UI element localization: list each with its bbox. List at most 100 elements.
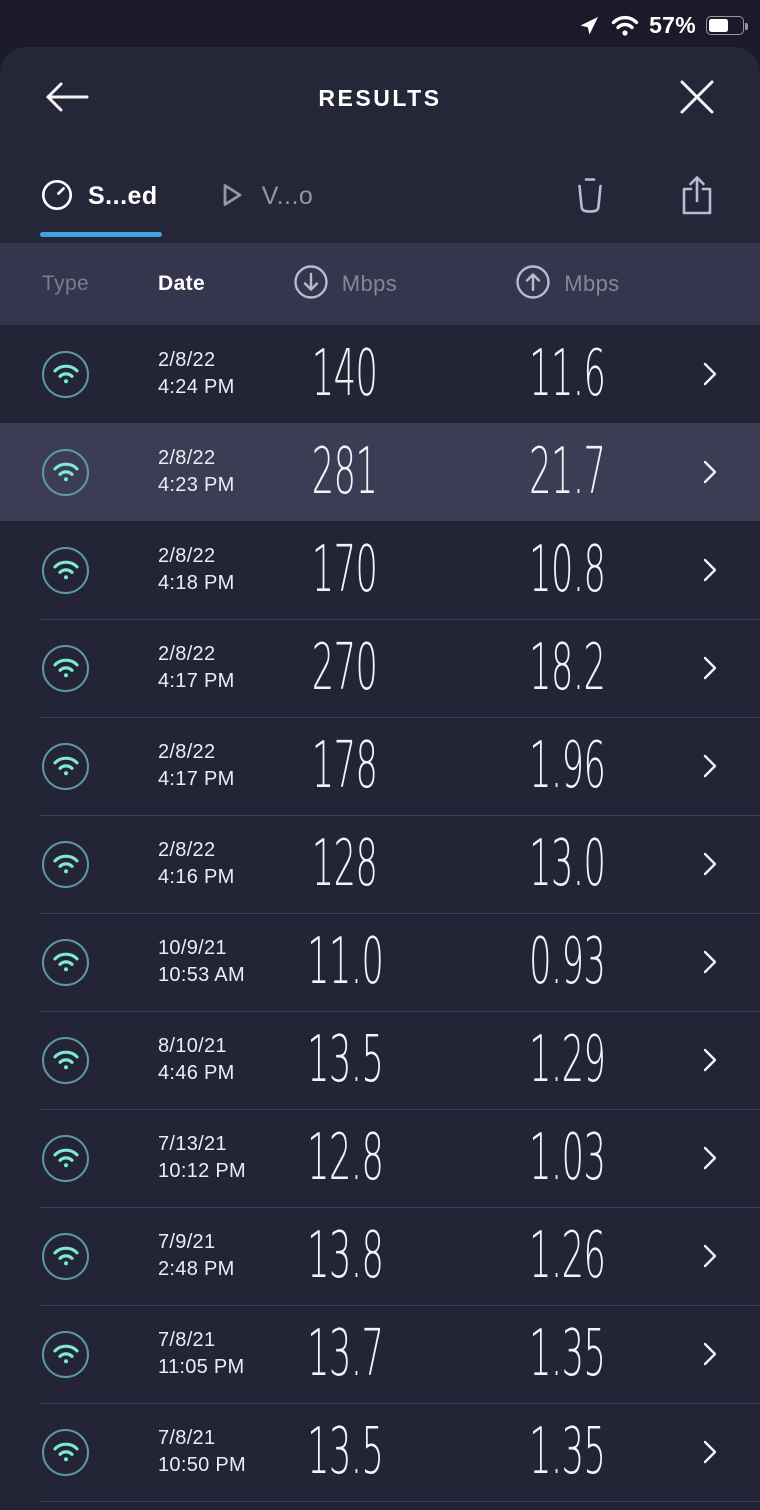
tab-speed[interactable]: S...ed [40,178,162,237]
time-label: 4:46 PM [158,1062,235,1084]
download-value: 13.8 [306,1219,384,1293]
datetime-cell: 2/8/22 4:16 PM [158,837,270,891]
result-row[interactable]: 2/8/22 4:16 PM 128 13.0 [0,815,760,913]
result-row[interactable]: 2/8/22 4:23 PM 281 21.7 [0,423,760,521]
download-cell: 12.8 [270,1121,420,1195]
type-cell [42,546,158,594]
date-label: 2/8/22 [158,643,216,665]
upload-value: 11.6 [529,337,606,411]
download-cell: 13.7 [270,1317,420,1391]
wifi-type-icon [42,1428,89,1476]
download-cell: 13.5 [270,1023,420,1097]
datetime-cell: 7/8/21 10:50 PM [158,1425,270,1479]
location-icon [577,14,601,38]
result-row[interactable]: 7/13/21 10:12 PM 12.8 1.03 [0,1109,760,1207]
result-row[interactable]: 10/9/21 10:53 AM 11.0 0.93 [0,913,760,1011]
close-icon [678,78,716,119]
datetime-cell: 10/9/21 10:53 AM [158,935,270,989]
datetime-cell: 7/13/21 10:12 PM [158,1131,270,1185]
result-row[interactable]: 8/10/21 4:46 PM 13.5 1.29 [0,1011,760,1109]
time-label: 4:17 PM [158,768,235,790]
upload-value: 1.35 [529,1317,606,1391]
upload-cell: 10.8 [420,533,715,607]
type-cell [42,938,158,986]
type-cell [42,840,158,888]
result-row[interactable]: 7/8/21 10:50 PM 13.5 1.35 [0,1403,760,1501]
type-cell [42,742,158,790]
type-cell [42,1036,158,1084]
result-row[interactable]: 7/8/21 11:05 PM 13.7 1.35 [0,1305,760,1403]
tab-speed-label: S...ed [88,182,158,210]
download-value: 13.7 [306,1317,384,1391]
gauge-icon [40,178,74,215]
date-label: 7/13/21 [158,1133,227,1155]
date-label: 2/8/22 [158,447,216,469]
upload-cell: 18.2 [420,631,715,705]
download-value: 13.5 [306,1023,384,1097]
result-row[interactable]: 2/8/22 4:17 PM 270 18.2 [0,619,760,717]
chevron-right-icon [702,1242,718,1270]
datetime-cell: 7/9/21 2:48 PM [158,1229,270,1283]
trash-icon [572,175,608,218]
upload-value: 1.96 [529,729,606,803]
time-label: 4:18 PM [158,572,235,594]
download-cell: 13.8 [270,1219,420,1293]
result-row[interactable]: 2/8/22 4:24 PM 140 11.6 [0,325,760,423]
upload-value: 13.0 [529,827,606,901]
result-row[interactable]: 2/8/22 4:18 PM 170 10.8 [0,521,760,619]
date-label: 10/9/21 [158,937,227,959]
download-value: 128 [312,827,378,901]
tab-video[interactable]: V...o [214,178,314,215]
back-button[interactable] [44,47,90,150]
download-cell: 170 [270,533,420,607]
col-header-type: Type [42,272,90,295]
time-label: 2:48 PM [158,1258,235,1280]
result-row[interactable]: 7/9/21 2:48 PM 13.8 1.26 [0,1207,760,1305]
upload-value: 1.03 [529,1121,606,1195]
datetime-cell: 2/8/22 4:24 PM [158,347,270,401]
download-unit-label: Mbps [341,271,398,296]
date-label: 2/8/22 [158,741,216,763]
upload-cell: 1.29 [420,1023,715,1097]
upload-value: 1.35 [529,1415,606,1489]
upload-cell: 21.7 [420,435,715,509]
download-cell: 140 [270,337,420,411]
play-icon [214,178,248,215]
download-value: 270 [312,631,378,705]
download-circle-icon [293,264,329,305]
upload-value: 1.29 [529,1023,606,1097]
date-label: 2/8/22 [158,839,216,861]
battery-percent-label: 57% [649,12,696,38]
chevron-right-icon [702,458,718,486]
upload-value: 0.93 [529,925,606,999]
type-cell [42,644,158,692]
wifi-type-icon [42,742,89,790]
type-cell [42,1134,158,1182]
wifi-type-icon [42,1232,89,1280]
type-cell [42,1330,158,1378]
page-title: RESULTS [318,85,442,111]
download-value: 140 [312,337,378,411]
chevron-right-icon [702,654,718,682]
date-label: 2/8/22 [158,349,216,371]
result-row[interactable]: 2/8/22 4:17 PM 178 1.96 [0,717,760,815]
download-value: 12.8 [306,1121,384,1195]
wifi-type-icon [42,546,89,594]
upload-unit-label: Mbps [564,271,620,296]
upload-circle-icon [515,264,551,305]
status-bar: 57% [0,0,760,47]
share-button[interactable] [680,174,714,219]
time-label: 10:53 AM [158,964,245,986]
upload-value: 10.8 [529,533,606,607]
sheet-header: RESULTS [0,47,760,150]
type-cell [42,448,158,496]
time-label: 4:17 PM [158,670,235,692]
share-icon [680,174,714,219]
date-label: 2/8/22 [158,545,216,567]
wifi-type-icon [42,938,89,986]
chevron-right-icon [702,948,718,976]
close-button[interactable] [678,47,716,150]
download-cell: 281 [270,435,420,509]
upload-cell: 13.0 [420,827,715,901]
delete-button[interactable] [572,175,608,218]
